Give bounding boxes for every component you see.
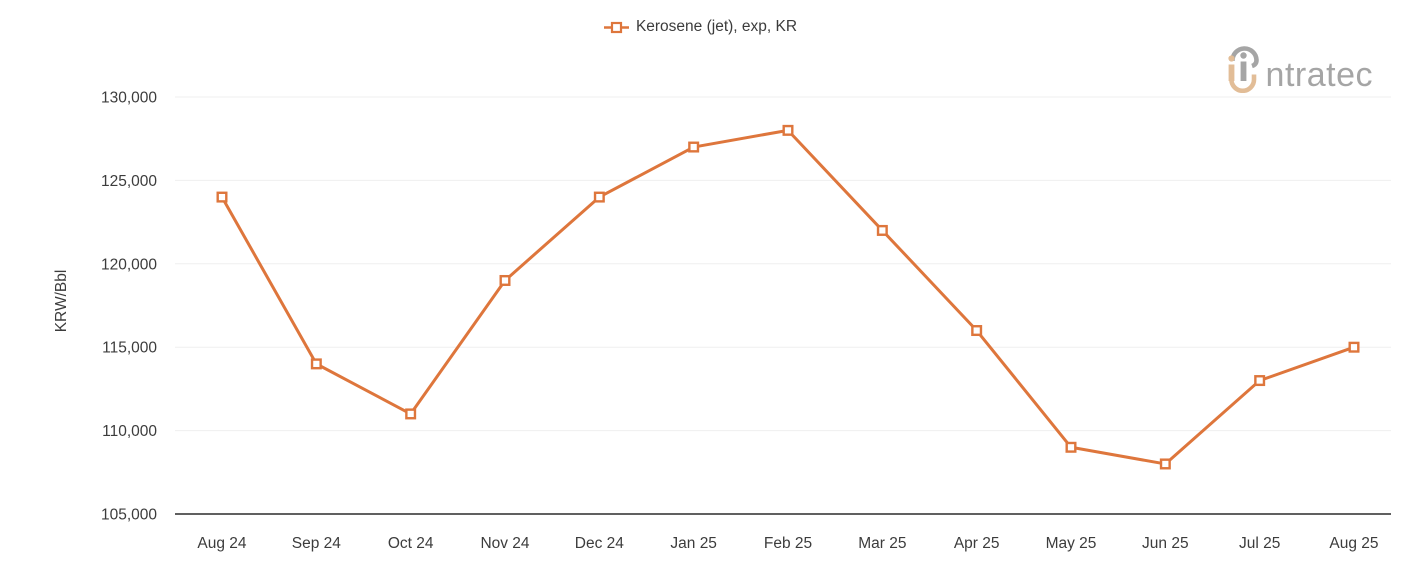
data-point-sep-24[interactable]: [310, 358, 322, 370]
data-point-nov-24[interactable]: [499, 274, 511, 286]
data-point-jul-25[interactable]: [1254, 375, 1266, 387]
data-point-jun-25[interactable]: [1159, 458, 1171, 470]
x-tick-label-jun-25: Jun 25: [1142, 535, 1189, 552]
y-tick-label-105000: 105,000: [101, 507, 157, 524]
intratec-logo: ntratec: [1225, 41, 1373, 93]
y-tick-label-130000: 130,000: [101, 90, 157, 107]
legend-series-label: Kerosene (jet), exp, KR: [635, 18, 798, 35]
x-tick-label-sep-24: Sep 24: [292, 535, 342, 552]
data-point-oct-24[interactable]: [405, 408, 417, 420]
y-tick-label-115000: 115,000: [102, 340, 157, 357]
legend-item-kerosene[interactable]: Kerosene (jet), exp, KR: [603, 18, 798, 36]
logo-wordmark-text: ntratec: [1265, 56, 1373, 94]
intratec-logo-mark-icon: [1227, 46, 1259, 93]
data-point-mar-25[interactable]: [876, 224, 888, 236]
data-point-may-25[interactable]: [1065, 441, 1077, 453]
x-tick-label-nov-24: Nov 24: [480, 535, 529, 552]
chart-legend: Kerosene (jet), exp, KR: [0, 18, 1401, 36]
x-tick-label-jul-25: Jul 25: [1239, 535, 1280, 552]
data-point-dec-24[interactable]: [593, 191, 605, 203]
x-tick-label-mar-25: Mar 25: [858, 535, 906, 552]
y-tick-label-125000: 125,000: [101, 173, 157, 190]
y-tick-label-110000: 110,000: [102, 423, 157, 440]
y-tick-label-120000: 120,000: [101, 256, 157, 273]
x-tick-label-may-25: May 25: [1046, 535, 1097, 552]
x-tick-label-aug-25: Aug 25: [1329, 535, 1378, 552]
x-tick-label-feb-25: Feb 25: [764, 535, 812, 552]
x-tick-label-aug-24: Aug 24: [197, 535, 247, 552]
x-tick-label-dec-24: Dec 24: [575, 535, 624, 552]
x-tick-label-apr-25: Apr 25: [954, 535, 1000, 552]
data-point-feb-25[interactable]: [782, 124, 794, 136]
data-point-jan-25[interactable]: [688, 141, 700, 153]
x-tick-label-jan-25: Jan 25: [670, 535, 717, 552]
data-point-aug-24[interactable]: [216, 191, 228, 203]
x-tick-label-oct-24: Oct 24: [388, 535, 434, 552]
legend-series-marker-icon: [603, 21, 629, 33]
data-point-aug-25[interactable]: [1348, 341, 1360, 353]
data-point-apr-25[interactable]: [971, 325, 983, 337]
